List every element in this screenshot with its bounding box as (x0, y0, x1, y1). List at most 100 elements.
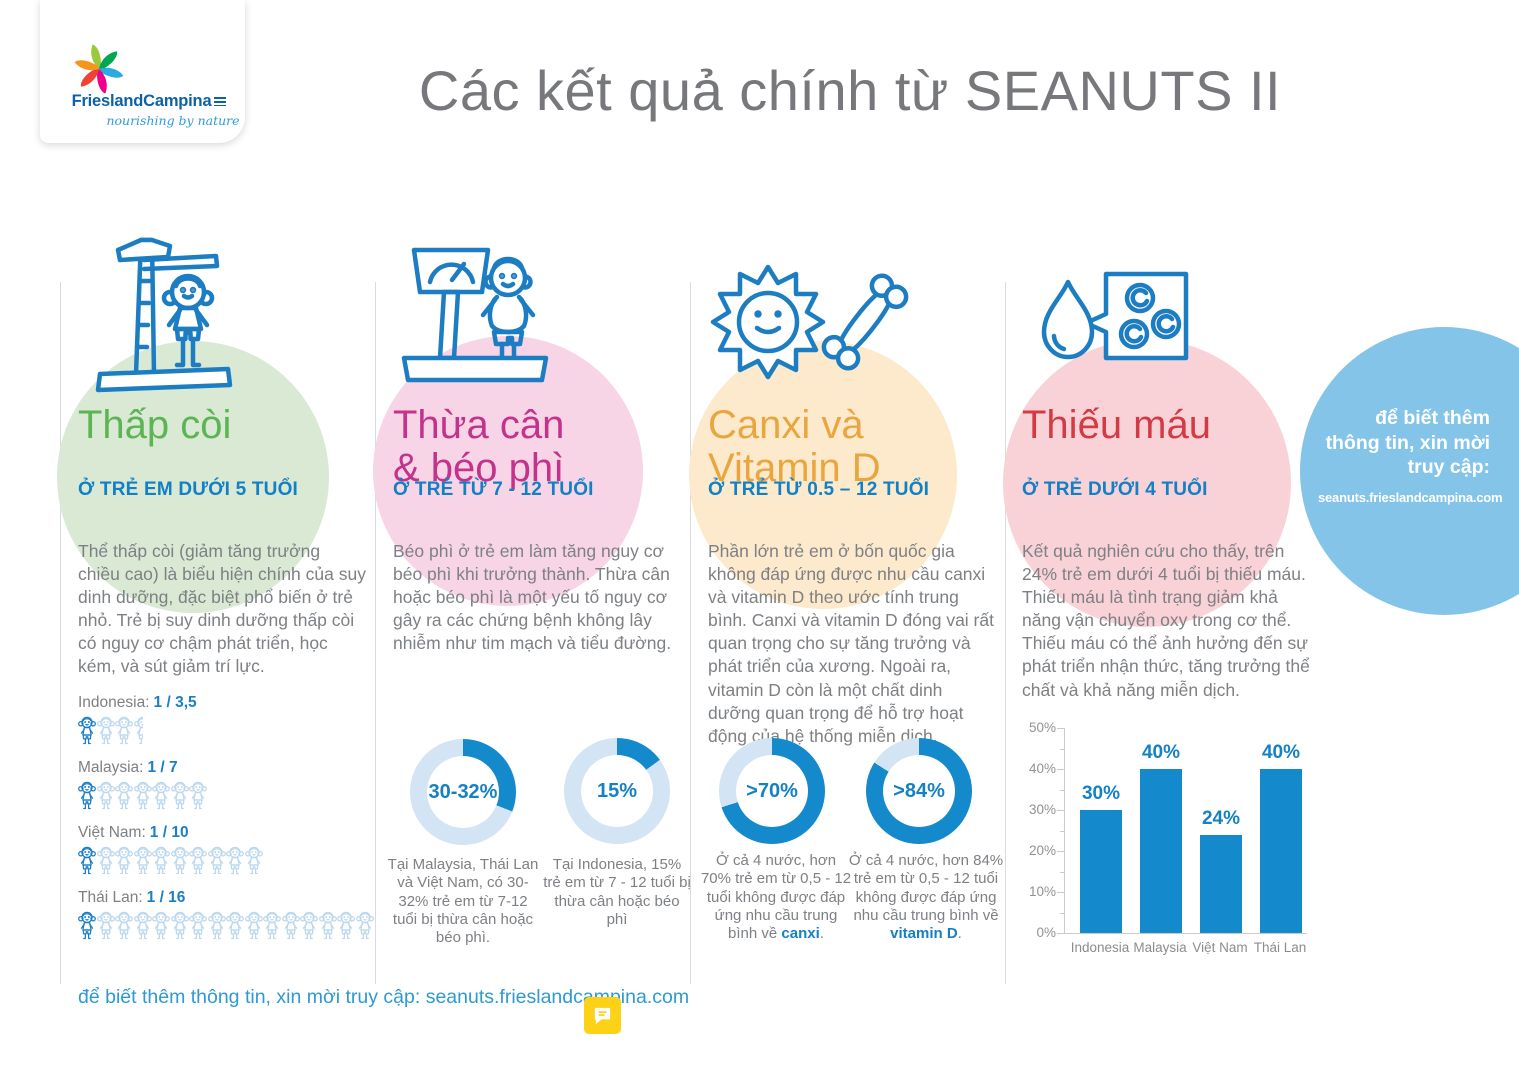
bar-value-label: 40% (1261, 742, 1301, 763)
y-axis-label: 10% (1028, 884, 1056, 899)
child-figure-icon (78, 716, 96, 745)
x-axis-label: Indonesia (1070, 940, 1130, 955)
y-axis-label: 0% (1036, 925, 1056, 940)
child-figure-icon (115, 716, 133, 745)
brand-name: FrieslandCampina (60, 92, 238, 111)
child-figure-icon (207, 846, 226, 875)
child-figure-icon (133, 846, 152, 875)
speech-bubble-icon (594, 1007, 611, 1025)
y-axis-tick (1060, 830, 1064, 832)
child-figure-icon (96, 911, 115, 940)
bar-value-label: 24% (1201, 808, 1241, 829)
logo-mark (214, 97, 227, 106)
bar-Malaysia (1140, 769, 1182, 933)
half-child-figure-icon (133, 715, 143, 746)
section-subtitle: Ở TRẺ DƯỚI 4 TUỔI (1022, 479, 1208, 500)
pictograph-figures (78, 910, 388, 943)
column-divider (690, 282, 691, 984)
stunting-pictograph: Indonesia1 / 3,5 Malaysia1 / 7 Việt Nam1… (78, 694, 388, 954)
anemia-bar-chart: 30% 40% 24% 40% Indonesia Malaysia Việt Nam Th… (1020, 718, 1320, 978)
child-figure-icon (281, 911, 300, 940)
y-axis-tick (1057, 728, 1064, 729)
child-figure-icon (226, 911, 244, 940)
child-figure-icon (189, 781, 207, 810)
bar-Thái Lan (1260, 769, 1302, 933)
column-divider (60, 282, 61, 984)
section-subtitle: Ở TRẺ EM DƯỚI 5 TUỔI (78, 479, 299, 500)
bar-value-label: 40% (1141, 742, 1181, 763)
y-axis-tick (1057, 892, 1064, 893)
pictograph-figures (78, 780, 388, 813)
donut-overweight-15: 15% (564, 738, 670, 844)
child-figure-icon (152, 781, 170, 810)
pictograph-figures (78, 715, 388, 748)
child-figure-icon (189, 911, 207, 940)
bar-Việt Nam (1200, 835, 1242, 933)
info-circle (1300, 327, 1519, 615)
child-figure-icon (78, 911, 96, 940)
section-title-stunting: Thấp còi (78, 403, 232, 447)
column-divider (1005, 282, 1006, 984)
y-axis-tick (1057, 810, 1064, 811)
donut-calcium: >70% (719, 738, 825, 844)
x-axis-label: Malaysia (1133, 940, 1187, 955)
donut-caption: Tại Indonesia, 15% trẻ em từ 7 - 12 tuổi… (543, 856, 691, 928)
x-axis-label: Thái Lan (1253, 940, 1307, 955)
donut-caption: Ở cả 4 nước, hơn 84% trẻ em từ 0,5 - 12 … (848, 852, 1004, 943)
pictograph-row: Malaysia1 / 7 (78, 759, 388, 813)
child-figure-icon (226, 846, 244, 875)
child-figure-icon (96, 716, 115, 745)
footer-link[interactable]: để biết thêm thông tin, xin mời truy cập… (78, 986, 690, 1008)
child-figure-icon (355, 911, 374, 940)
section-body: Béo phì ở trẻ em làm tăng nguy cơ béo ph… (393, 541, 672, 654)
section-body: Kết quả nghiên cứu cho thấy, trên 24% tr… (1022, 541, 1310, 700)
child-figure-icon (115, 846, 133, 875)
section-title-calcium: Canxi và Vitamin D (708, 403, 881, 490)
child-figure-icon (170, 846, 189, 875)
blood-drop-cells-icon (1028, 268, 1193, 373)
donut-overweight-30-32: 30-32% (410, 739, 516, 845)
info-circle-url[interactable]: seanuts.frieslandcampina.com (1318, 489, 1503, 505)
y-axis-label: 30% (1028, 802, 1056, 817)
child-figure-icon (170, 781, 189, 810)
y-axis-tick (1060, 871, 1064, 873)
section-body: Phần lớn trẻ em ở bốn quốc gia không đáp… (708, 541, 994, 746)
child-figure-icon (263, 911, 281, 940)
page-title: Các kết quả chính từ SEANUTS II (418, 59, 1282, 122)
donut-vitamin-d: >84% (866, 738, 972, 844)
section-subtitle: Ở TRẺ TỪ 0.5 – 12 TUỔI (708, 479, 930, 500)
bar-value-label: 30% (1081, 783, 1121, 804)
pictograph-row: Indonesia1 / 3,5 (78, 694, 388, 748)
child-figure-icon (170, 911, 189, 940)
y-axis-tick (1060, 789, 1064, 791)
pictograph-row: Thái Lan1 / 16 (78, 889, 388, 943)
section-title-overweight: Thừa cân & béo phì (393, 403, 565, 490)
column-divider (375, 282, 376, 984)
child-figure-icon (337, 911, 355, 940)
comment-note-icon[interactable] (584, 997, 621, 1034)
bar-chart-plot: 30% 40% 24% 40% (1064, 728, 1307, 934)
bar-Indonesia (1080, 810, 1122, 933)
child-figure-icon (244, 846, 263, 875)
y-axis-label: 50% (1028, 720, 1056, 735)
weighing-scale-icon (396, 240, 556, 392)
child-figure-icon (133, 911, 152, 940)
child-figure-icon (300, 911, 318, 940)
child-figure-icon (133, 781, 152, 810)
y-axis-tick (1057, 933, 1064, 934)
child-figure-icon (96, 781, 115, 810)
x-axis-label: Việt Nam (1192, 940, 1248, 955)
y-axis-tick (1057, 769, 1064, 770)
child-figure-icon (152, 911, 170, 940)
section-body: Thể thấp còi (giảm tăng trưởng chiều cao… (78, 541, 366, 677)
y-axis-tick (1057, 851, 1064, 852)
y-axis-tick (1060, 748, 1064, 750)
donut-caption: Tại Malaysia, Thái Lan và Việt Nam, có 3… (387, 856, 539, 947)
pictograph-row: Việt Nam1 / 10 (78, 824, 388, 878)
y-axis-label: 40% (1028, 761, 1056, 776)
logo-card: FrieslandCampina nourishing by nature (40, 0, 245, 143)
pictograph-figures (78, 845, 388, 878)
child-figure-icon (115, 911, 133, 940)
child-figure-icon (78, 846, 96, 875)
